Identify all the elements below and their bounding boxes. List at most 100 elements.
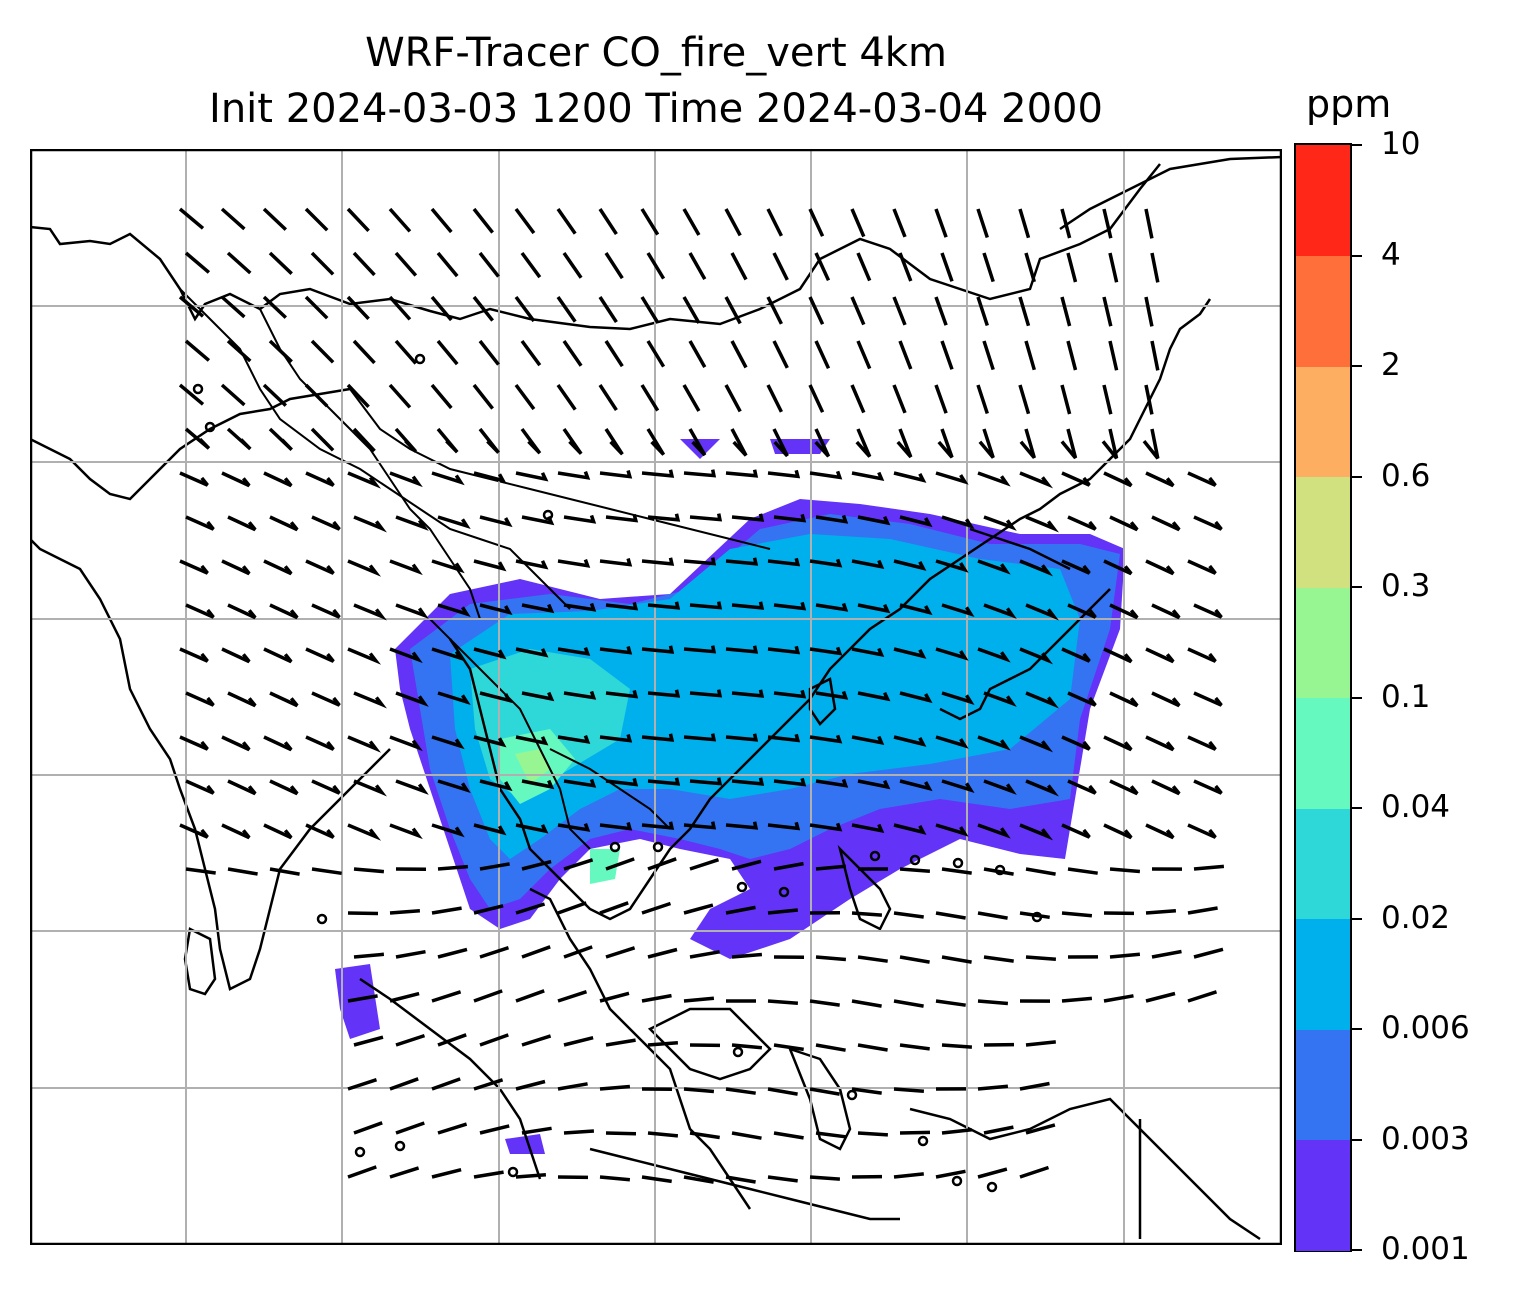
wind-barb [605,601,639,611]
wind-barb [893,999,924,1008]
calm-wind-marker [652,841,664,853]
wind-barb [430,383,453,410]
wind-barb [935,911,966,920]
wind-barb [221,471,251,488]
wind-barb [395,949,426,959]
wind-barb [937,428,954,459]
wind-barb [641,993,672,1003]
wind-barb [1025,867,1056,876]
wind-barb [178,207,205,230]
wind-barb [395,779,429,795]
wind-barb [599,470,633,479]
wind-barb [226,339,252,363]
wind-barb [311,691,341,707]
wind-barb [688,340,707,368]
wind-barb [347,911,379,916]
wind-barb [431,1077,461,1091]
colorbar-segment [1296,808,1350,919]
calm-wind-marker [354,1146,366,1158]
wind-barb [394,339,418,365]
wind-barb [1060,428,1078,460]
calm-wind-marker [542,509,554,521]
wind-barb [1108,252,1119,283]
wind-barb [641,645,675,654]
wind-barb [731,601,765,610]
chart-title-line2: Init 2024-03-03 1200 Time 2024-03-04 200… [209,86,1103,132]
wind-barb [683,645,717,654]
wind-barb [898,340,913,370]
wind-barb [1060,208,1072,239]
wind-barb [724,384,742,413]
wind-barb [311,515,341,531]
wind-barb [604,428,624,456]
wind-barb [767,557,801,567]
wind-barb [976,384,989,415]
wind-barb [220,295,246,319]
wind-barb [1102,296,1113,327]
wind-barb [479,1124,510,1135]
wind-barb [851,559,885,570]
wind-barb [682,208,701,236]
wind-barb [1019,735,1054,753]
wind-barb [809,1087,840,1096]
wind-barb [725,1087,756,1095]
wind-barb [1103,735,1133,752]
wind-barb [389,559,423,576]
wind-barb [563,1036,594,1047]
wind-barb [977,911,1008,920]
wind-barb [185,867,216,875]
wind-barb [647,777,681,786]
wind-barb [563,858,594,871]
wind-barb [857,955,888,963]
wind-barb [725,557,759,566]
wind-barb [431,735,465,750]
wind-barb [983,867,1014,876]
wind-barb [767,1175,798,1183]
wind-barb [1025,955,1057,962]
wind-barb [431,647,465,662]
wind-barb [431,471,465,486]
colorbar-tick-label: 0.04 [1381,789,1451,825]
wind-barb [1144,296,1154,327]
wind-barb [1109,515,1139,532]
colorbar-tick [1352,475,1362,478]
wind-barb [515,823,549,834]
wind-barb [437,603,471,617]
wind-barb [640,208,660,236]
wind-barb [263,823,293,840]
wind-barb [556,383,577,411]
wind-barb [1109,779,1139,796]
wind-barb [1066,252,1078,283]
wind-barb [851,999,882,1008]
wind-barb [179,823,209,839]
wind-barb [515,1173,547,1179]
calm-wind-marker [507,1166,519,1178]
wind-barb [479,691,513,704]
wind-barb [605,1131,637,1136]
wind-barb [184,251,211,274]
wind-barb [898,252,913,282]
wind-barb [1019,428,1036,459]
wind-barb [689,1131,720,1140]
wind-barb [347,735,382,753]
wind-barb [388,295,412,321]
wind-barb [1109,952,1141,959]
wind-barb [893,471,927,483]
wind-barb [562,252,583,279]
wind-barb [1024,252,1036,283]
wind-barb [977,1167,1008,1179]
colorbar-tick-label: 0.003 [1381,1120,1470,1157]
wind-barb [1025,603,1059,621]
wind-barb [479,862,510,871]
wind-barb [647,601,681,610]
wind-barb [514,295,536,323]
wind-barb [856,252,872,282]
wind-barb [856,340,872,370]
wind-barb [935,735,969,749]
wind-barb [305,735,335,751]
wind-barb [605,689,639,699]
wind-barb [1103,471,1133,488]
wind-barb [598,384,618,412]
wind-barb [1067,691,1097,707]
wind-barb [1102,384,1113,415]
